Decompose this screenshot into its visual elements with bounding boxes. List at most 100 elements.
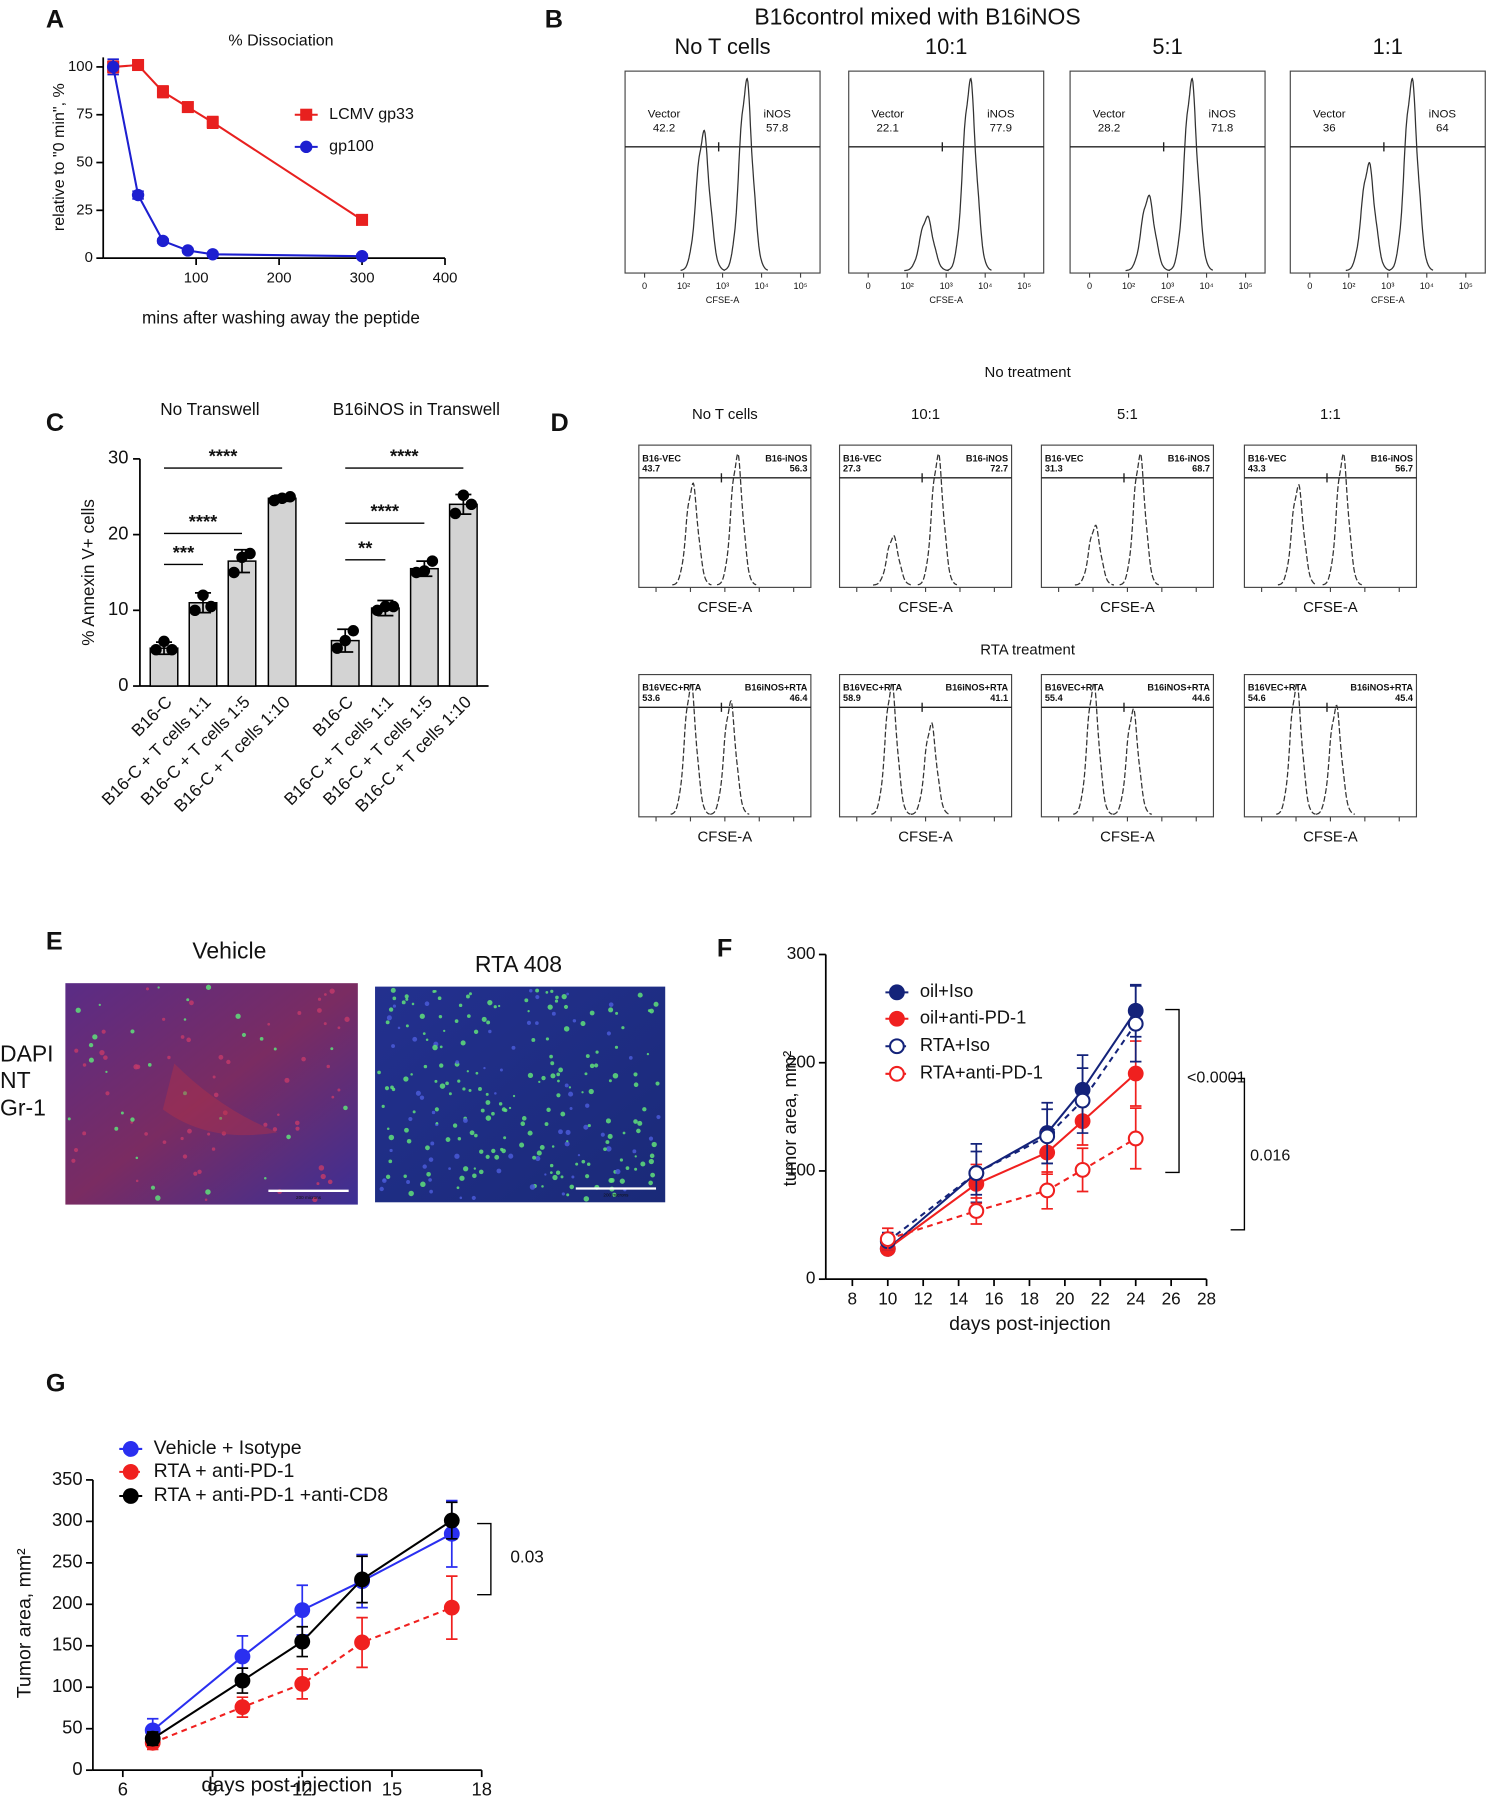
x-axis-label: CFSE-A — [1100, 829, 1155, 845]
cell-signal — [428, 1157, 434, 1162]
x-tick-label: 0 — [1307, 281, 1312, 291]
chart-title: % Dissociation — [228, 32, 333, 50]
cell-signal — [88, 1057, 94, 1063]
cell-signal — [585, 1174, 590, 1179]
cell-signal — [478, 1169, 484, 1175]
histogram-frame — [838, 673, 1013, 818]
panel-title: 10:1 — [911, 407, 940, 423]
gate-label: B16iNOS+RTA — [1350, 683, 1413, 693]
cell-signal — [549, 1171, 553, 1174]
series-line — [112, 66, 363, 258]
bar — [267, 497, 297, 687]
x-tick-label: 300 — [350, 271, 375, 287]
legend-label: oil+Iso — [920, 980, 974, 1001]
cell-signal — [594, 1063, 599, 1068]
data-point — [354, 1634, 370, 1651]
y-tick-label: 50 — [62, 1717, 82, 1738]
x-axis-label: days post-injection — [201, 1774, 372, 1797]
x-tick-label: 10² — [901, 281, 914, 291]
cell-signal — [535, 1156, 541, 1162]
y-tick-label: 0 — [806, 1268, 816, 1288]
cell-signal — [494, 1154, 500, 1160]
cell-signal — [434, 1079, 438, 1083]
cell-signal — [651, 1141, 657, 1148]
gate-value: 22.1 — [877, 123, 899, 135]
gate-label: iNOS — [987, 109, 1015, 121]
cell-signal — [564, 1083, 569, 1088]
cell-signal — [133, 1064, 139, 1070]
x-axis-label: CFSE-A — [1303, 600, 1358, 616]
cell-signal — [625, 1166, 630, 1170]
cell-signal — [99, 1049, 105, 1056]
gate-value: 56.7 — [1395, 464, 1413, 474]
x-tick-label: 10² — [1342, 281, 1355, 291]
cell-signal — [633, 1082, 639, 1087]
cell-signal — [563, 1026, 570, 1032]
cell-signal — [157, 986, 160, 989]
gate-label: B16-iNOS — [765, 453, 807, 463]
data-point — [294, 1676, 311, 1692]
cell-signal — [435, 1121, 439, 1125]
cell-signal — [105, 1091, 110, 1096]
gate-label: B16VEC+RTA — [642, 683, 701, 693]
cell-signal — [606, 1031, 611, 1036]
cell-signal — [264, 1176, 267, 1180]
gate-value: 44.6 — [1192, 693, 1210, 703]
cell-signal — [488, 1029, 492, 1034]
cell-signal — [187, 1128, 192, 1134]
replicate-point — [457, 489, 470, 501]
cell-signal — [82, 1063, 87, 1067]
data-point — [1074, 1161, 1091, 1178]
gate-label: Vector — [1313, 109, 1346, 121]
row-title: RTA treatment — [980, 642, 1076, 658]
gate-value: 71.8 — [1211, 123, 1233, 135]
cell-signal — [386, 1127, 390, 1131]
cell-signal — [204, 1198, 208, 1202]
histogram-peak — [910, 722, 951, 815]
cell-signal — [529, 989, 533, 993]
histogram-peak — [716, 452, 757, 586]
cell-signal — [642, 1107, 647, 1112]
cell-signal — [162, 1017, 166, 1021]
legend-label: RTA+anti-PD-1 — [920, 1062, 1043, 1083]
gate-label: B16-VEC — [1248, 453, 1287, 463]
bar — [370, 607, 400, 687]
cell-signal — [320, 1173, 326, 1180]
cell-signal — [648, 1136, 654, 1141]
x-tick-label: 10² — [1122, 281, 1135, 291]
cell-signal — [392, 1004, 397, 1008]
data-point — [443, 1512, 460, 1529]
panel-title: 10:1 — [925, 34, 967, 59]
significance-bracket — [1165, 1008, 1180, 1174]
cell-signal — [549, 1163, 554, 1168]
cell-signal — [465, 994, 470, 999]
cell-signal — [422, 1164, 427, 1169]
cell-signal — [410, 1073, 413, 1076]
data-point — [234, 1648, 251, 1665]
gate-value: 64 — [1436, 123, 1449, 135]
histogram-peak — [1125, 194, 1171, 272]
cell-signal — [469, 1130, 475, 1136]
cell-signal — [550, 989, 554, 993]
replicate-point — [150, 643, 162, 656]
panel-letter: A — [46, 5, 64, 33]
x-tick-label: 10⁵ — [794, 281, 808, 291]
panel-letter: C — [46, 409, 64, 437]
gate-label: iNOS — [1429, 109, 1457, 121]
replicate-point — [465, 498, 478, 511]
cell-signal — [277, 1113, 280, 1117]
cell-signal — [565, 1129, 571, 1135]
histogram-peak — [680, 129, 726, 272]
cell-signal — [330, 1047, 334, 1051]
series-line — [152, 1606, 453, 1744]
gate-label: iNOS — [1208, 109, 1236, 121]
cell-signal — [485, 1115, 492, 1121]
cell-signal — [569, 1184, 575, 1190]
gate-label: B16VEC+RTA — [1248, 683, 1307, 693]
cell-signal — [439, 1063, 444, 1068]
cell-signal — [560, 1175, 564, 1179]
y-tick-label: 0 — [118, 674, 128, 695]
histogram-peak — [672, 482, 712, 586]
cell-signal — [545, 990, 549, 994]
replicate-point — [379, 600, 392, 613]
